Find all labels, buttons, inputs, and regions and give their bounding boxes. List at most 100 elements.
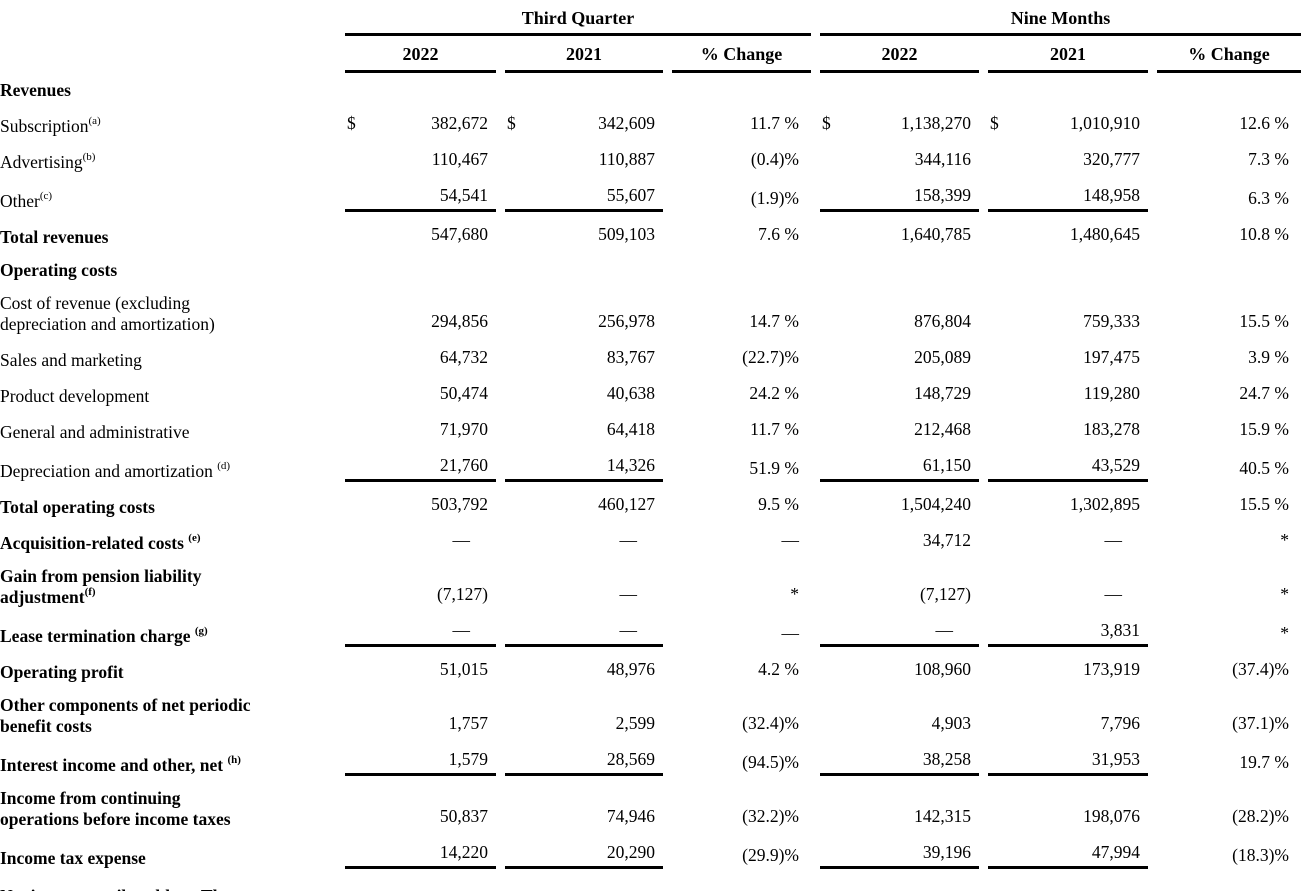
header-col-nm-2021: 2021	[979, 36, 1148, 73]
row-label-text: Sales and marketing	[0, 350, 142, 370]
cell-content: 460,127	[505, 494, 663, 518]
row-label-text: Interest income and other, net	[0, 755, 228, 775]
value-cell: 1,302,895	[979, 487, 1148, 523]
row-label-text: Lease termination charge	[0, 626, 195, 646]
value-cell: 142,315	[811, 781, 979, 835]
cell-value: 64,732	[439, 347, 488, 367]
column-header-label: 2022	[820, 42, 979, 73]
value-cell: 43,529	[979, 448, 1148, 487]
cell-value: 148,958	[1083, 185, 1140, 205]
value-cell: 61,150	[811, 448, 979, 487]
value-cell: 40,638	[496, 376, 663, 412]
cell-value: 256,978	[598, 311, 655, 331]
header-corner-cell	[0, 36, 336, 73]
cell-content: 74,946	[505, 806, 663, 830]
row-label: Lease termination charge (g)	[0, 613, 336, 652]
cell-value: (18.3)%	[1232, 845, 1289, 865]
header-col-q3-2022: 2022	[336, 36, 496, 73]
cell-content: 15.5 %	[1157, 311, 1301, 335]
cell-value: —	[781, 530, 800, 550]
cell-value: (37.4)%	[1232, 659, 1289, 679]
dash-value: —	[672, 623, 811, 647]
value-cell: (31.3)%	[1148, 874, 1301, 891]
value-cell: —	[979, 523, 1148, 559]
cell-content: 14,326	[505, 455, 663, 482]
row-label: Product development	[0, 376, 336, 412]
row-label: Gain from pension liability adjustment(f…	[0, 559, 336, 613]
cell-value: *	[1280, 530, 1289, 550]
cell-content: 21,760	[345, 455, 496, 482]
cell-content: 320,777	[988, 149, 1148, 173]
cell-content: 43,529	[988, 455, 1148, 482]
cell-value: (32.2)%	[742, 806, 799, 826]
row-label: Income tax expense	[0, 835, 336, 874]
cell-content: (18.3)%	[1157, 845, 1301, 869]
row-label-text: Income from continuing operations before…	[0, 788, 231, 829]
value-cell: 74,946	[496, 781, 663, 835]
cell-value: 148,729	[914, 383, 971, 403]
value-cell: 24.7 %	[1148, 376, 1301, 412]
header-columns-row: 2022 2021 % Change 2022 2021 % Change	[0, 36, 1301, 73]
table-row: Advertising(b) 110,467 110,887 (0.4)% 344,11…	[0, 142, 1301, 178]
value-cell: 19.7 %	[1148, 742, 1301, 781]
value-cell: $382,672	[336, 106, 496, 142]
value-cell: 876,804	[811, 286, 979, 340]
currency-symbol: $	[990, 113, 999, 133]
dash-value: —	[505, 584, 663, 608]
table-row: Income tax expense 14,220 20,290 (29.9)% 39,…	[0, 835, 1301, 874]
table-row: Cost of revenue (excluding depreciation …	[0, 286, 1301, 340]
cell-content: 54,541	[345, 185, 496, 212]
cell-content: 876,804	[820, 311, 979, 335]
cell-value: 24.7 %	[1239, 383, 1289, 403]
cell-value: 503,792	[431, 494, 488, 514]
value-cell: —	[663, 613, 811, 652]
cell-value: 344,116	[914, 149, 971, 169]
cell-value: 142,315	[914, 806, 971, 826]
cell-content: *	[1157, 623, 1301, 647]
value-cell: (37.4)%	[1148, 652, 1301, 688]
cell-value: 24.2 %	[749, 383, 799, 403]
cell-value: —	[781, 623, 800, 643]
row-label: Income from continuing operations before…	[0, 781, 336, 835]
table-row: Interest income and other, net (h) 1,579 2…	[0, 742, 1301, 781]
cell-content: (94.5)%	[672, 752, 811, 776]
value-cell: 320,777	[979, 142, 1148, 178]
value-cell: 48,976	[496, 652, 663, 688]
cell-content: 9.5 %	[672, 494, 811, 518]
cell-content: (7,127)	[345, 584, 496, 608]
row-label-text: Net income attributable to The New York …	[0, 886, 230, 891]
value-cell: 294,856	[336, 286, 496, 340]
value-cell: *	[1148, 613, 1301, 652]
header-group-nine-months: Nine Months	[811, 2, 1301, 36]
cell-content: 64,418	[505, 419, 663, 443]
cell-value: 6.3 %	[1248, 188, 1289, 208]
value-cell: 34,712	[811, 523, 979, 559]
cell-content: 24.2 %	[672, 383, 811, 407]
currency-symbol: $	[822, 113, 831, 133]
cell-value: —	[619, 530, 638, 550]
value-cell: 11.7 %	[663, 412, 811, 448]
value-cell: 64,418	[496, 412, 663, 448]
value-cell: 173,919	[979, 652, 1148, 688]
cell-value: 342,609	[598, 113, 655, 133]
footnote-ref: (b)	[82, 151, 96, 164]
value-cell: 148,958	[979, 178, 1148, 217]
value-cell: 12.6 %	[1148, 106, 1301, 142]
cell-value: 2,599	[615, 713, 655, 733]
cell-value: 1,480,645	[1070, 224, 1140, 244]
table-row: Subscription(a) $382,672 $342,609 11.7 % $1,…	[0, 106, 1301, 142]
column-header-label: 2021	[505, 42, 663, 73]
table-row: Net income attributable to The New York …	[0, 874, 1301, 891]
value-cell: (7,127)	[336, 559, 496, 613]
header-group-row: Third Quarter Nine Months	[0, 2, 1301, 36]
value-cell: 110,467	[336, 142, 496, 178]
cell-content: 50,837	[345, 806, 496, 830]
value-cell: 39,196	[811, 835, 979, 874]
row-label: Interest income and other, net (h)	[0, 742, 336, 781]
value-cell: 1,640,785	[811, 217, 979, 253]
value-cell: 51,015	[336, 652, 496, 688]
currency-symbol: $	[347, 113, 356, 133]
cell-value: 4,903	[931, 713, 971, 733]
value-cell: 212,468	[811, 412, 979, 448]
value-cell: 108,960	[811, 652, 979, 688]
